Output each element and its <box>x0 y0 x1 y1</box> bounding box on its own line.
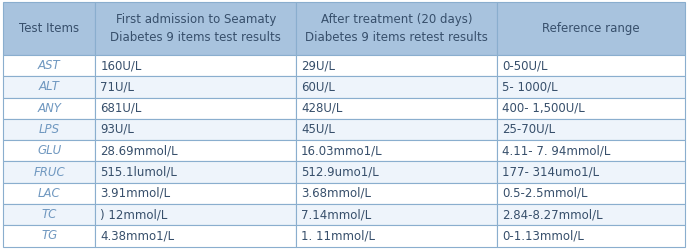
Text: 177- 314umo1/L: 177- 314umo1/L <box>502 166 599 179</box>
Bar <box>96 76 297 98</box>
Text: ALT: ALT <box>39 80 60 93</box>
Text: 4.38mmo1/L: 4.38mmo1/L <box>100 229 174 242</box>
Bar <box>297 183 497 204</box>
Text: LAC: LAC <box>38 187 61 200</box>
Text: 428U/L: 428U/L <box>301 102 343 115</box>
Bar <box>3 98 96 119</box>
Bar <box>297 55 497 76</box>
Text: 28.69mmol/L: 28.69mmol/L <box>100 144 178 157</box>
Bar <box>497 140 685 161</box>
Text: 5- 1000/L: 5- 1000/L <box>502 80 558 93</box>
Text: 160U/L: 160U/L <box>100 59 142 72</box>
Text: 93U/L: 93U/L <box>100 123 134 136</box>
Bar <box>96 98 297 119</box>
Text: TC: TC <box>42 208 57 221</box>
Bar <box>3 119 96 140</box>
Text: 1. 11mmol/L: 1. 11mmol/L <box>301 229 375 242</box>
Bar <box>3 161 96 183</box>
Bar <box>96 55 297 76</box>
Bar <box>297 140 497 161</box>
Bar <box>3 2 96 55</box>
Bar <box>497 76 685 98</box>
Text: 29U/L: 29U/L <box>301 59 335 72</box>
Text: 512.9umo1/L: 512.9umo1/L <box>301 166 379 179</box>
Bar <box>96 225 297 247</box>
Text: AST: AST <box>38 59 61 72</box>
Text: 25-70U/L: 25-70U/L <box>502 123 555 136</box>
Text: 400- 1,500U/L: 400- 1,500U/L <box>502 102 585 115</box>
Text: 7.14mmol/L: 7.14mmol/L <box>301 208 372 221</box>
Bar <box>497 225 685 247</box>
Text: 16.03mmo1/L: 16.03mmo1/L <box>301 144 383 157</box>
Bar <box>3 225 96 247</box>
Bar <box>497 119 685 140</box>
Text: 71U/L: 71U/L <box>100 80 134 93</box>
Bar <box>297 76 497 98</box>
Text: 60U/L: 60U/L <box>301 80 335 93</box>
Bar <box>96 161 297 183</box>
Bar <box>3 55 96 76</box>
Text: 3.91mmol/L: 3.91mmol/L <box>100 187 171 200</box>
Bar <box>3 183 96 204</box>
Bar <box>297 161 497 183</box>
Bar <box>96 204 297 225</box>
Text: 515.1lumol/L: 515.1lumol/L <box>100 166 177 179</box>
Text: ) 12mmol/L: ) 12mmol/L <box>100 208 168 221</box>
Bar <box>3 204 96 225</box>
Bar <box>297 119 497 140</box>
Bar <box>497 204 685 225</box>
Text: 681U/L: 681U/L <box>100 102 142 115</box>
Text: First admission to Seamaty
Diabetes 9 items test results: First admission to Seamaty Diabetes 9 it… <box>110 13 281 44</box>
Bar <box>96 140 297 161</box>
Text: ANY: ANY <box>37 102 61 115</box>
Bar <box>297 2 497 55</box>
Text: 0-1.13mmol/L: 0-1.13mmol/L <box>502 229 584 242</box>
Bar <box>3 140 96 161</box>
Text: 0-50U/L: 0-50U/L <box>502 59 548 72</box>
Bar <box>297 225 497 247</box>
Text: 45U/L: 45U/L <box>301 123 335 136</box>
Text: TG: TG <box>41 229 58 242</box>
Bar <box>497 183 685 204</box>
Bar <box>497 98 685 119</box>
Text: LPS: LPS <box>39 123 60 136</box>
Text: Test Items: Test Items <box>19 22 80 35</box>
Text: 3.68mmol/L: 3.68mmol/L <box>301 187 371 200</box>
Text: Reference range: Reference range <box>542 22 640 35</box>
Bar <box>3 76 96 98</box>
Text: GLU: GLU <box>37 144 61 157</box>
Text: 2.84-8.27mmol/L: 2.84-8.27mmol/L <box>502 208 603 221</box>
Bar <box>497 55 685 76</box>
Bar <box>96 2 297 55</box>
Text: FRUC: FRUC <box>34 166 65 179</box>
Text: 0.5-2.5mmol/L: 0.5-2.5mmol/L <box>502 187 588 200</box>
Bar <box>297 98 497 119</box>
Bar <box>96 119 297 140</box>
Bar <box>297 204 497 225</box>
Text: After treatment (20 days)
Diabetes 9 items retest results: After treatment (20 days) Diabetes 9 ite… <box>305 13 488 44</box>
Bar <box>96 183 297 204</box>
Text: 4.11- 7. 94mmol/L: 4.11- 7. 94mmol/L <box>502 144 610 157</box>
Bar <box>497 161 685 183</box>
Bar <box>497 2 685 55</box>
